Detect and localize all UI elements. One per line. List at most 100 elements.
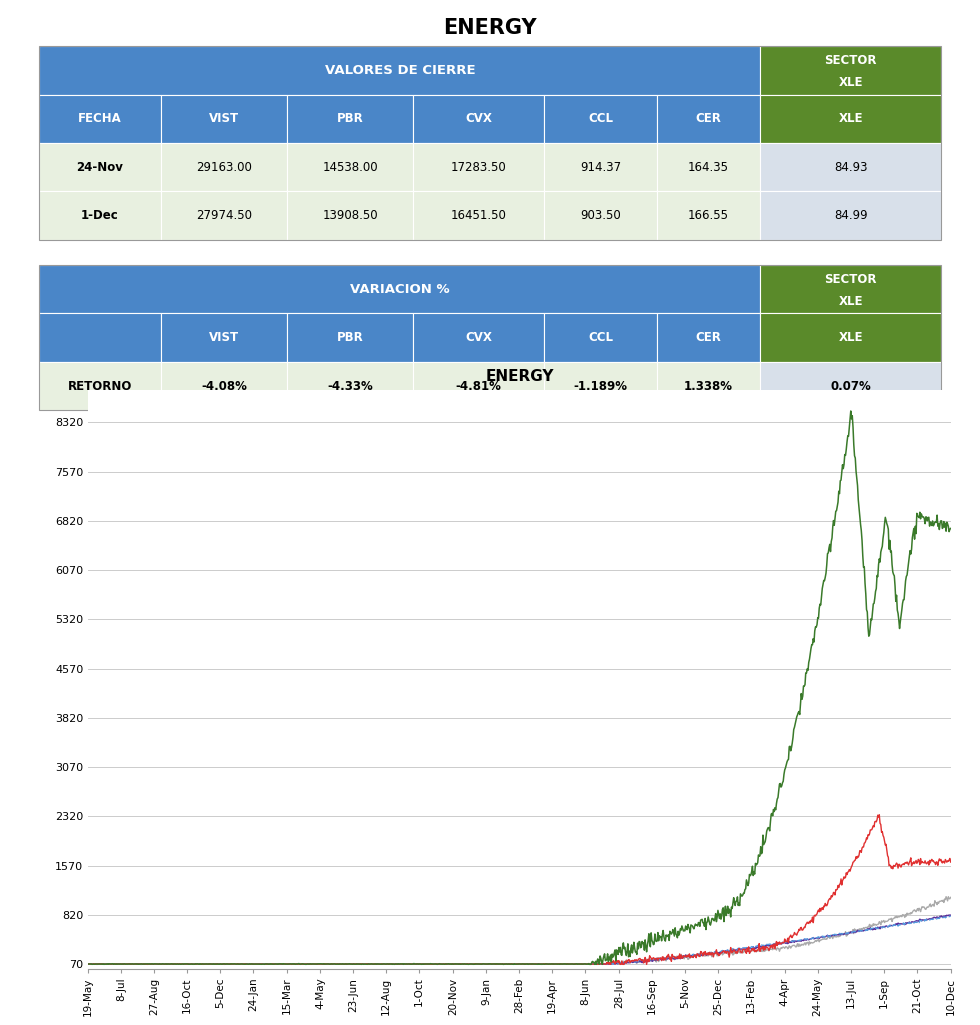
CVX xyxy=(940,891,952,903)
CVX xyxy=(945,892,956,904)
Text: 903.50: 903.50 xyxy=(580,209,620,222)
Text: FECHA: FECHA xyxy=(78,113,122,125)
PBR xyxy=(233,958,245,971)
Bar xyxy=(287,314,414,362)
Line: CVX: CVX xyxy=(88,897,951,965)
Bar xyxy=(544,362,657,410)
Title: ENERGY: ENERGY xyxy=(485,369,554,384)
VIST xyxy=(728,896,740,908)
VIST xyxy=(945,523,956,535)
Text: -4.81%: -4.81% xyxy=(456,379,502,393)
CVX xyxy=(452,958,464,971)
Bar xyxy=(760,362,941,410)
Text: -1.189%: -1.189% xyxy=(573,379,627,393)
CVX xyxy=(108,958,120,971)
Bar xyxy=(544,144,657,192)
CER xyxy=(135,958,147,971)
Bar xyxy=(287,362,414,410)
Bar xyxy=(161,314,287,362)
Bar xyxy=(760,264,941,314)
Bar xyxy=(414,144,544,192)
CER xyxy=(945,910,956,922)
PBR xyxy=(728,945,740,957)
Bar xyxy=(657,144,760,192)
CCL xyxy=(452,957,464,970)
VIST xyxy=(82,957,94,970)
Bar xyxy=(544,314,657,362)
Text: 84.99: 84.99 xyxy=(834,209,867,222)
Bar xyxy=(544,94,657,144)
CCL xyxy=(91,958,103,971)
Bar xyxy=(161,94,287,144)
PBR xyxy=(873,809,885,821)
CVX xyxy=(906,907,917,919)
Text: VARIACION %: VARIACION % xyxy=(350,283,450,295)
Line: CCL: CCL xyxy=(88,915,951,965)
Text: 84.93: 84.93 xyxy=(834,161,867,174)
Text: RETORNO: RETORNO xyxy=(68,379,132,393)
PBR xyxy=(82,958,94,971)
VIST xyxy=(845,405,857,417)
VIST xyxy=(233,958,245,971)
CCL xyxy=(945,909,956,921)
CVX xyxy=(122,958,134,971)
Text: CVX: CVX xyxy=(466,331,492,344)
CER xyxy=(82,958,94,971)
Bar xyxy=(161,362,287,410)
Line: PBR: PBR xyxy=(88,815,951,965)
Bar xyxy=(414,314,544,362)
Bar xyxy=(39,362,161,410)
CCL xyxy=(943,909,955,921)
Text: PBR: PBR xyxy=(337,331,364,344)
Text: 27974.50: 27974.50 xyxy=(196,209,252,222)
Bar xyxy=(39,144,161,192)
Bar xyxy=(39,94,161,144)
PBR xyxy=(142,958,154,971)
PBR xyxy=(108,957,120,970)
Bar xyxy=(760,192,941,240)
Text: CER: CER xyxy=(696,113,721,125)
Text: SECTOR: SECTOR xyxy=(824,273,877,286)
CCL xyxy=(296,957,308,970)
Text: 16451.50: 16451.50 xyxy=(451,209,507,222)
Bar xyxy=(39,264,760,314)
Bar xyxy=(287,192,414,240)
Line: CER: CER xyxy=(88,916,951,965)
Bar xyxy=(39,264,941,410)
CCL xyxy=(82,957,94,970)
Bar xyxy=(39,314,161,362)
PBR xyxy=(452,958,464,971)
CER xyxy=(233,957,245,970)
Text: 24-Nov: 24-Nov xyxy=(76,161,123,174)
Bar xyxy=(760,94,941,144)
VIST xyxy=(109,957,121,970)
CCL xyxy=(233,958,245,971)
Text: -4.33%: -4.33% xyxy=(327,379,373,393)
Bar xyxy=(657,314,760,362)
CVX xyxy=(233,958,245,971)
Line: VIST: VIST xyxy=(88,411,951,965)
Bar xyxy=(161,192,287,240)
Bar xyxy=(287,144,414,192)
Text: VALORES DE CIERRE: VALORES DE CIERRE xyxy=(324,64,475,77)
Bar xyxy=(657,94,760,144)
Text: CCL: CCL xyxy=(588,331,612,344)
Text: XLE: XLE xyxy=(839,113,863,125)
Text: XLE: XLE xyxy=(839,295,863,308)
Bar xyxy=(39,46,760,94)
Bar xyxy=(39,46,941,240)
Text: XLE: XLE xyxy=(839,331,863,344)
VIST xyxy=(452,957,464,970)
CCL xyxy=(109,957,121,970)
Bar xyxy=(544,192,657,240)
Text: SECTOR: SECTOR xyxy=(824,54,877,68)
Text: ENERGY: ENERGY xyxy=(443,18,537,39)
Text: 1.338%: 1.338% xyxy=(684,379,733,393)
Bar xyxy=(414,192,544,240)
Bar xyxy=(760,144,941,192)
Text: 29163.00: 29163.00 xyxy=(196,161,252,174)
CER xyxy=(906,917,917,930)
CVX xyxy=(728,947,740,959)
PBR xyxy=(945,856,956,868)
VIST xyxy=(98,958,110,971)
